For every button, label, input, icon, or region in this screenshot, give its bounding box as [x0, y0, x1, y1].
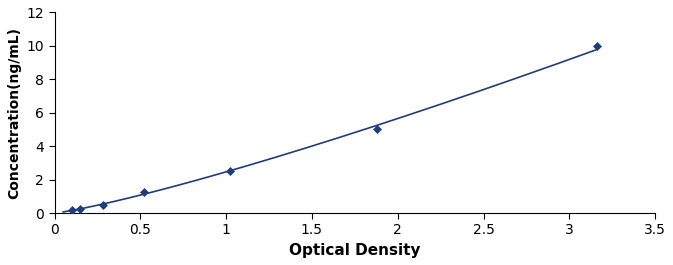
Y-axis label: Concentration(ng/mL): Concentration(ng/mL): [7, 27, 21, 199]
X-axis label: Optical Density: Optical Density: [289, 243, 421, 258]
